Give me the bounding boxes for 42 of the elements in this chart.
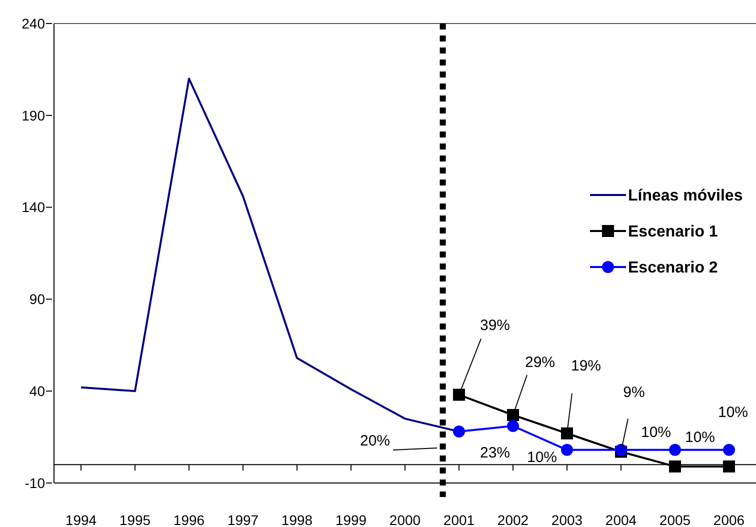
y-tick-label: 90 [29,291,46,308]
x-tick-label: 2000 [389,512,421,527]
annotation: 10% [526,449,558,466]
annotation: 19% [570,358,602,375]
point [669,444,681,456]
x-tick-label: 1999 [335,512,367,527]
point [453,388,465,401]
y-tick-label: 190 [22,107,46,124]
annotation: 10% [718,404,748,422]
point [507,420,519,432]
annotation: 23% [480,444,510,462]
x-tick-label: 2001 [443,512,475,527]
legend-label: Líneas móviles [628,188,743,205]
point [453,426,465,438]
x-tick-label: 2006 [713,512,745,527]
x-tick-label: 2005 [659,512,691,527]
x-tick-label: 1996 [173,512,205,527]
x-tick-label: 1998 [281,512,313,527]
legend-label: Escenario 1 [628,224,718,241]
x-tick-label: 2004 [605,512,637,527]
x-tick-label: 2002 [497,512,529,527]
annotation: 29% [524,354,556,372]
y-tick-label: -10 [24,474,46,491]
point [669,460,681,472]
x-tick-label: 1997 [227,512,259,527]
annotation: 10% [684,429,716,446]
x-tick-label: 1995 [119,512,151,527]
y-tick-label: 240 [22,15,46,32]
y-tick-label: 140 [22,199,46,216]
annotation: 9% [623,384,645,402]
legend-label: Escenario 2 [628,260,718,277]
point [561,444,573,456]
y-tick-label: 40 [29,383,46,399]
annotation: 10% [640,424,672,442]
point [723,460,735,472]
point [723,444,735,456]
annotation: 20% [360,432,390,450]
point [561,427,573,440]
x-tick-label: 1994 [65,512,97,527]
x-tick-label: 2003 [551,512,583,527]
point [507,408,519,421]
annotation: 39% [480,317,510,334]
